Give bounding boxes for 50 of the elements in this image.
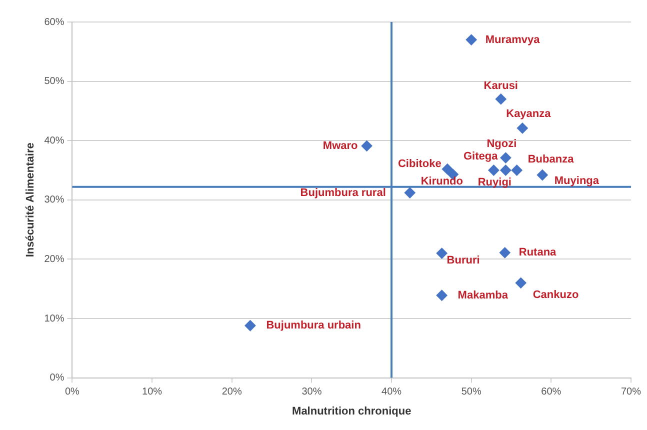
point	[500, 152, 512, 164]
x-tick-label: 10%	[142, 386, 162, 398]
annotation: Cankuzo	[532, 288, 579, 301]
annotation: Muramvya	[485, 34, 541, 46]
annotation: Muyinga	[554, 175, 600, 188]
point	[536, 169, 548, 180]
annotation: Ngozi	[486, 138, 517, 150]
point	[442, 164, 453, 175]
point	[404, 187, 416, 198]
annotation: Bujumbura rural	[300, 186, 386, 199]
x-axis-title: Malnutrition chronique	[292, 405, 412, 418]
point	[436, 248, 448, 259]
point	[495, 94, 506, 105]
annotation: Bururi	[446, 254, 480, 266]
point	[361, 140, 372, 152]
annotation: Cibitoke	[398, 158, 442, 170]
annotation: Gitega	[463, 150, 499, 162]
annotation: Rutana	[518, 246, 558, 259]
point	[488, 164, 500, 176]
annotation: Ruyigi	[478, 176, 512, 188]
annotation: Karusi	[484, 80, 518, 92]
point	[515, 277, 526, 288]
x-tick-label: 40%	[382, 386, 402, 398]
x-tick-label: 50%	[461, 386, 482, 398]
annotation: Mwaro	[322, 140, 358, 152]
y-tick-label: 20%	[44, 254, 64, 265]
point	[516, 122, 528, 134]
point	[244, 320, 256, 332]
x-tick-label: 20%	[222, 386, 242, 398]
x-tick-label: 0%	[64, 386, 80, 398]
x-tick-label: 70%	[620, 386, 642, 398]
point	[436, 290, 448, 301]
annotation: Bujumbura urbain	[266, 320, 362, 332]
y-tick-label: 60%	[44, 16, 64, 28]
x-tick-label: 60%	[541, 386, 562, 398]
y-tick-label: 40%	[44, 135, 64, 146]
point	[466, 34, 477, 46]
annotation: Bubanza	[528, 153, 575, 166]
point	[499, 247, 510, 258]
y-axis-title: Insécurité Alimentaire	[24, 142, 37, 258]
x-tick-label: 30%	[302, 386, 322, 398]
annotation: Kirundo	[420, 175, 464, 188]
annotation: Makamba	[458, 289, 509, 302]
annotation: Kayanza	[506, 108, 552, 120]
point	[500, 164, 512, 176]
y-tick-label: 0%	[50, 372, 64, 384]
y-tick-label: 10%	[44, 313, 64, 324]
y-tick-label: 30%	[44, 194, 64, 206]
y-tick-label: 50%	[44, 76, 64, 88]
point	[511, 164, 522, 176]
